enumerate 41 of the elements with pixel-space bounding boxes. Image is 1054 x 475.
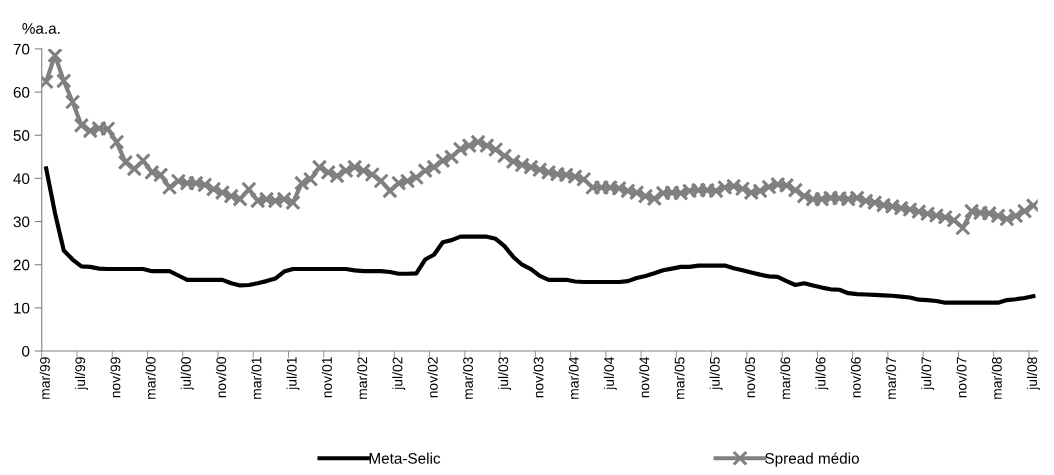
- x-tick-label: nov/03: [533, 357, 544, 398]
- x-tick-label: jul/02: [392, 357, 406, 391]
- legend-label: Spread médio: [765, 452, 859, 467]
- line-series: [44, 166, 1036, 305]
- x-tick-label: jul/06: [815, 357, 829, 391]
- x-tick-label: nov/06: [850, 357, 861, 398]
- y-tick-label: 60: [13, 86, 30, 98]
- x-tick-label: jul/07: [921, 357, 935, 391]
- x-tick-label: mar/05: [674, 357, 685, 399]
- x-tick-label: mar/07: [885, 357, 897, 399]
- x-tick-label: nov/05: [744, 357, 756, 398]
- y-tick-label: 70: [13, 43, 30, 55]
- x-tick-label: mar/04: [568, 356, 579, 399]
- x-tick-label: nov/00: [215, 357, 227, 398]
- x-tick-label: nov/07: [956, 357, 967, 398]
- y-axis-title: %a.a.: [22, 23, 60, 34]
- x-tick-label: nov/02: [427, 357, 438, 398]
- y-tick-label: 30: [13, 216, 30, 228]
- x-tick-label: jul/01: [286, 357, 300, 391]
- x-tick-label: mar/99: [39, 357, 50, 399]
- x-tick-label: jul/05: [709, 357, 723, 391]
- legend-label: Meta-Selic: [369, 452, 441, 464]
- x-tick-label: mar/08: [991, 357, 1002, 399]
- y-tick-label: 10: [14, 302, 30, 314]
- x-tick-label: jul/99: [74, 357, 88, 391]
- x-tick-label: nov/04: [639, 356, 650, 398]
- x-tick-label: nov/99: [110, 357, 121, 398]
- x-tick-label: jul/08: [1026, 357, 1040, 391]
- x-tick-label: mar/01: [251, 357, 262, 399]
- x-tick-label: mar/03: [462, 357, 473, 399]
- x-tick-label: mar/02: [356, 357, 368, 399]
- x-tick-label: nov/01: [321, 357, 332, 398]
- x-tick-label: mar/06: [780, 357, 791, 399]
- y-tick-label: 40: [13, 173, 30, 185]
- x-tick-label: jul/04: [603, 356, 617, 391]
- y-tick-label: 50: [13, 130, 30, 141]
- x-tick-label: jul/03: [498, 357, 511, 391]
- x-tick-label: jul/00: [180, 357, 194, 391]
- y-tick-label: 0: [22, 345, 30, 357]
- x-tick-label: mar/00: [145, 357, 156, 399]
- y-tick-label: 20: [13, 259, 30, 271]
